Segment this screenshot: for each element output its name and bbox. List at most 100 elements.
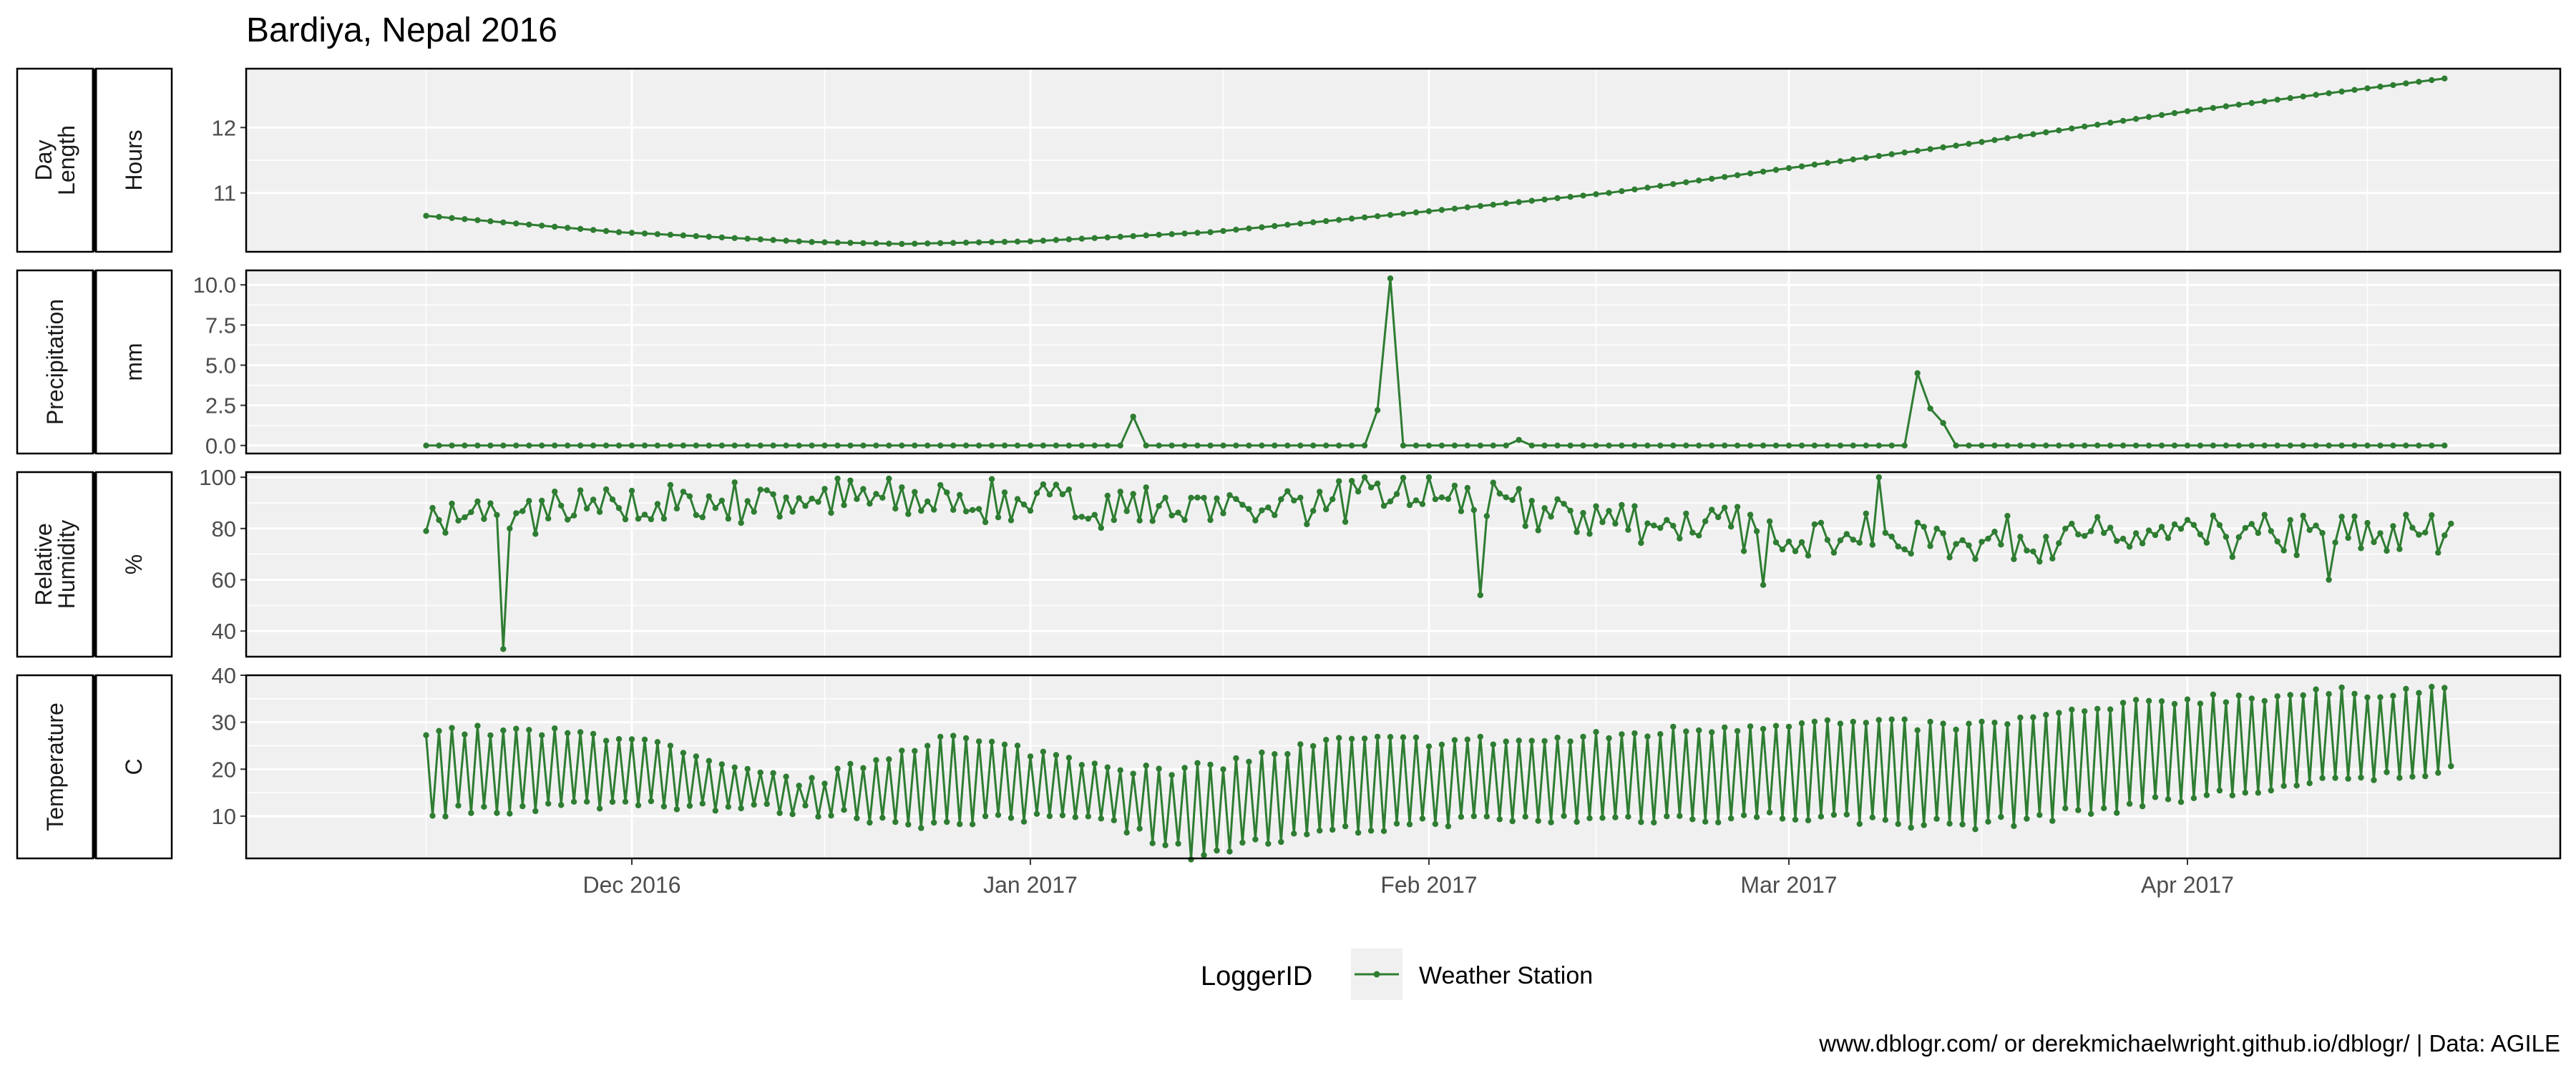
data-point [1927, 543, 1933, 549]
data-point [2248, 99, 2255, 107]
data-point [1380, 502, 1387, 509]
data-point [596, 805, 603, 812]
data-point [1348, 442, 1355, 449]
data-point [1535, 818, 1541, 824]
data-point [2197, 442, 2204, 449]
data-point [487, 500, 494, 506]
data-point [924, 743, 931, 749]
data-point [1059, 491, 1066, 498]
data-point [1323, 217, 1330, 225]
data-point [1123, 829, 1130, 836]
data-point [1574, 818, 1580, 825]
data-point [1554, 735, 1561, 741]
data-point [1317, 828, 1323, 834]
data-point [1162, 494, 1169, 501]
data-point [2177, 526, 2185, 532]
data-point [1259, 442, 1265, 449]
data-point [2223, 699, 2230, 705]
data-point [1599, 815, 1606, 821]
data-point [1246, 442, 1252, 449]
data-point [1946, 554, 1953, 561]
data-point [995, 514, 1002, 521]
data-point [718, 497, 725, 504]
strip-box [94, 674, 173, 860]
data-point [565, 730, 571, 736]
data-point [2280, 547, 2287, 554]
data-point [2390, 82, 2396, 89]
x-tick-label: Mar 2017 [1740, 872, 1837, 898]
data-point [1181, 516, 1188, 524]
data-point [1310, 743, 1317, 750]
data-point [1798, 163, 1805, 170]
data-point [950, 442, 957, 449]
data-point [2197, 700, 2204, 707]
data-point [2364, 694, 2371, 701]
data-point [2371, 539, 2377, 546]
data-point [1317, 489, 1323, 495]
data-point [1438, 207, 1445, 213]
data-point [1194, 760, 1201, 766]
data-point [1117, 442, 1123, 449]
data-point [429, 813, 436, 819]
data-point [1111, 817, 1118, 824]
data-point [2409, 524, 2416, 531]
data-point [2441, 532, 2448, 539]
series-line [425, 476, 2452, 650]
data-point [2210, 442, 2217, 449]
data-point [1580, 192, 1586, 199]
data-point [847, 442, 854, 449]
data-point [1162, 842, 1169, 848]
data-point [2377, 530, 2384, 536]
data-point [2429, 442, 2435, 449]
data-point [962, 735, 970, 742]
data-point [744, 235, 751, 242]
data-point [886, 756, 892, 763]
data-point [1348, 478, 1355, 484]
data-point [2223, 442, 2230, 449]
data-point [1149, 518, 1156, 524]
data-point [680, 442, 687, 449]
data-point [2043, 712, 2049, 718]
data-point [1895, 820, 1901, 828]
data-point [841, 807, 847, 813]
data-point [641, 736, 648, 743]
data-point [1053, 481, 1060, 488]
data-point [1406, 821, 1413, 828]
data-point [1824, 442, 1831, 449]
data-point [1181, 230, 1188, 237]
data-point [1785, 442, 1792, 449]
data-point [558, 502, 565, 509]
data-point [628, 442, 635, 449]
data-point [1901, 442, 1908, 449]
data-point [776, 810, 783, 816]
data-point [1297, 442, 1304, 449]
data-point [628, 487, 635, 494]
data-point [1445, 823, 1452, 830]
data-point [988, 738, 995, 745]
data-point [2403, 442, 2409, 449]
data-point [1734, 442, 1741, 449]
data-point [1291, 831, 1297, 837]
data-point [731, 479, 738, 486]
data-point [2082, 442, 2088, 449]
data-point [1169, 512, 1175, 519]
data-point [2306, 526, 2313, 534]
data-point [1760, 725, 1767, 733]
data-point [1393, 491, 1400, 497]
data-point [1580, 442, 1586, 449]
y-tick-label: 7.5 [205, 313, 236, 338]
data-point [667, 232, 674, 238]
data-point [770, 491, 776, 498]
data-point [1522, 813, 1528, 820]
data-point [899, 484, 905, 491]
y-tick-label: 10.0 [193, 273, 236, 298]
data-point [1772, 442, 1780, 449]
data-point [2216, 787, 2223, 794]
data-point [892, 505, 899, 512]
data-point [2255, 790, 2261, 796]
x-tick-label: Dec 2016 [583, 872, 681, 898]
data-point [1053, 237, 1060, 243]
data-point [1361, 214, 1368, 221]
data-point [654, 739, 661, 745]
data-point [2132, 697, 2140, 703]
